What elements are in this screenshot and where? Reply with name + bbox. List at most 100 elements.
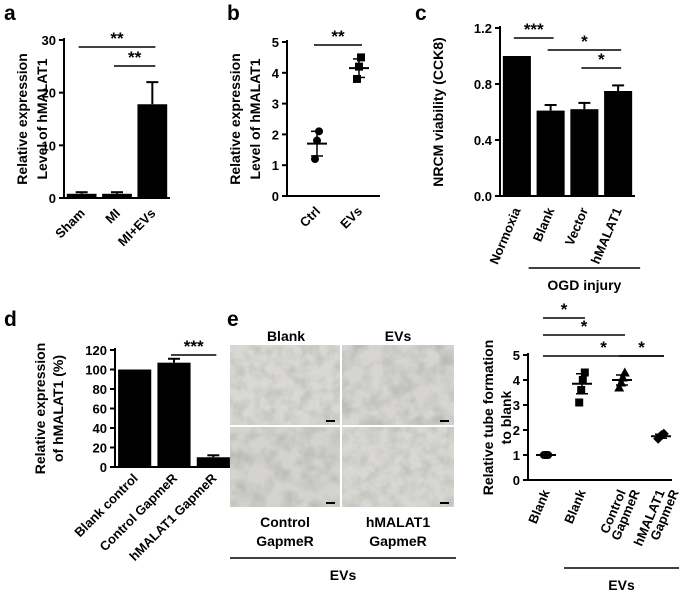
chart-d-y-tick-label: 20 — [93, 441, 107, 456]
micrograph-hmalat1-gapmer-texture — [342, 427, 454, 507]
chart-c-y-tick-label: 0.8 — [474, 77, 492, 92]
chart-a-y-tick-label: 0 — [49, 191, 56, 206]
chart-d-y-label: of hMALAT1 (%) — [50, 355, 66, 462]
chart-a-y-tick-label: 20 — [42, 86, 56, 101]
panel-label-d: d — [4, 308, 17, 331]
chart-b-y-tick-label: 5 — [272, 35, 279, 50]
chart-c-y-tick-label: 1.2 — [474, 21, 492, 36]
chart-b-y-tick-label: 3 — [272, 97, 279, 112]
chart-e-point — [580, 368, 589, 377]
chart-e-point — [577, 386, 586, 394]
chart-a-y-tick-label: 10 — [42, 138, 56, 153]
chart-c-x-tick-label: Blank — [530, 205, 558, 244]
chart-b-x-tick-label: Ctrl — [297, 204, 323, 230]
chart-d-sig-label: *** — [184, 337, 204, 356]
micrograph-evs-texture — [342, 345, 454, 425]
micrograph-blank-texture — [230, 345, 340, 425]
chart-b-y-tick-label: 1 — [272, 158, 279, 173]
chart-c-x-tick-label: Normoxia — [486, 205, 524, 267]
chart-d-bar — [196, 457, 230, 467]
chart-c: 0.0 0.4 0.8 1.2 NRCM viability (CCK8) Normoxi… — [430, 20, 641, 293]
micrograph-grid — [230, 345, 454, 507]
chart-c-y-tick-label: 0.0 — [474, 189, 492, 204]
chart-e-sig-label: * — [561, 300, 568, 319]
chart-b-y-label: Relative expression — [227, 53, 243, 185]
chart-b-x-tick-label: EVs — [337, 204, 365, 232]
chart-a-bar — [66, 193, 97, 198]
chart-e-y-tick-label: 4 — [513, 373, 521, 388]
micrograph-control-gapmer-texture — [230, 427, 340, 507]
chart-e-sig-label: * — [581, 317, 588, 336]
chart-d-y-tick-label: 0 — [100, 460, 107, 475]
chart-b-point — [357, 53, 365, 62]
panel-label-c: c — [415, 2, 427, 25]
chart-c-y-label: NRCM viability (CCK8) — [430, 37, 446, 186]
micrograph-label-hmalat1-1: hMALAT1 — [366, 514, 430, 530]
micrograph-label-control-2: GapmeR — [256, 533, 314, 549]
chart-a-x-tick-label: MI — [102, 206, 123, 227]
chart-a-sig-label: ** — [110, 29, 124, 48]
chart-e-y-tick-label: 2 — [513, 423, 520, 438]
chart-a-bar — [102, 193, 132, 198]
chart-c-sig-label: * — [581, 32, 588, 51]
chart-c-bar — [536, 110, 565, 196]
panel-label-e: e — [227, 308, 239, 331]
chart-b-y-tick-label: 4 — [272, 66, 280, 81]
chart-b: 0 1 2 3 4 5 Relative expression Level of hMALAT… — [227, 27, 380, 232]
chart-b-point — [353, 74, 361, 83]
chart-e: 0 1 2 3 4 5 Relative tube formation to blank Bla… — [480, 300, 682, 593]
chart-e-y-tick-label: 3 — [513, 398, 520, 413]
chart-a-x-tick-label: Sham — [52, 206, 88, 242]
chart-a-y-label: Relative expression — [14, 53, 30, 185]
chart-c-bar — [604, 91, 633, 196]
chart-e-y-label: to blank — [498, 390, 514, 444]
chart-e-y-label: Relative tube formation — [480, 340, 496, 496]
chart-e-y-tick-label: 1 — [513, 448, 520, 463]
chart-b-y-tick-label: 2 — [272, 127, 279, 142]
chart-e-point — [578, 376, 587, 384]
chart-d-y-label: Relative expression — [32, 343, 48, 475]
micrograph-label-blank: Blank — [267, 328, 305, 344]
chart-c-y-tick-label: 0.4 — [474, 133, 493, 148]
chart-a-x-tick-label: MI+EVs — [115, 206, 159, 250]
micrograph-group-label: EVs — [330, 567, 357, 583]
chart-a-y-tick-label: 30 — [42, 33, 56, 48]
panel-label-b: b — [227, 2, 240, 25]
chart-d-y-tick-label: 100 — [85, 363, 107, 378]
micrograph-label-hmalat1-2: GapmeR — [369, 533, 427, 549]
chart-a-y-label: Level of hMALAT1 — [34, 58, 50, 179]
chart-c-group-label: OGD injury — [547, 277, 621, 293]
chart-e-x-tick-label: Blank — [525, 487, 553, 526]
chart-e-y-tick-label: 0 — [513, 473, 520, 488]
chart-d-bar — [118, 369, 152, 467]
chart-a: 0 10 20 30 Relative expression Level of hMALA… — [14, 29, 170, 249]
chart-d-y-tick-label: 40 — [93, 421, 107, 436]
chart-c-bar — [502, 56, 531, 196]
chart-d: 0 20 40 60 80 100 120 Relative expression of hMA… — [32, 337, 233, 564]
panel-label-a: a — [4, 2, 16, 25]
chart-e-y-tick-label: 5 — [513, 348, 520, 363]
chart-c-sig-label: *** — [524, 20, 544, 39]
chart-e-point — [614, 382, 625, 392]
chart-b-point — [311, 155, 319, 164]
chart-c-x-tick-label: Vector — [562, 205, 591, 247]
chart-d-y-tick-label: 60 — [93, 402, 107, 417]
chart-b-y-label: Level of hMALAT1 — [247, 58, 263, 179]
chart-a-sig-label: ** — [128, 48, 142, 67]
chart-c-sig-label: * — [598, 50, 605, 69]
chart-a-bar — [137, 104, 168, 198]
chart-c-bar — [570, 109, 599, 196]
chart-e-sig-label: * — [600, 338, 607, 357]
micrograph-label-evs: EVs — [385, 328, 412, 344]
chart-c-x-tick-label: hMALAT1 — [588, 205, 625, 266]
chart-e-sig-label: * — [638, 338, 645, 357]
chart-e-point — [575, 398, 584, 407]
chart-b-y-tick-label: 0 — [272, 189, 279, 204]
chart-b-sig-label: ** — [331, 27, 345, 46]
chart-d-y-tick-label: 120 — [85, 343, 107, 358]
chart-d-bar — [157, 362, 191, 467]
chart-e-group-label: EVs — [608, 577, 635, 593]
micrograph-label-control-1: Control — [260, 514, 310, 530]
chart-e-x-tick-label: Blank — [561, 487, 589, 526]
